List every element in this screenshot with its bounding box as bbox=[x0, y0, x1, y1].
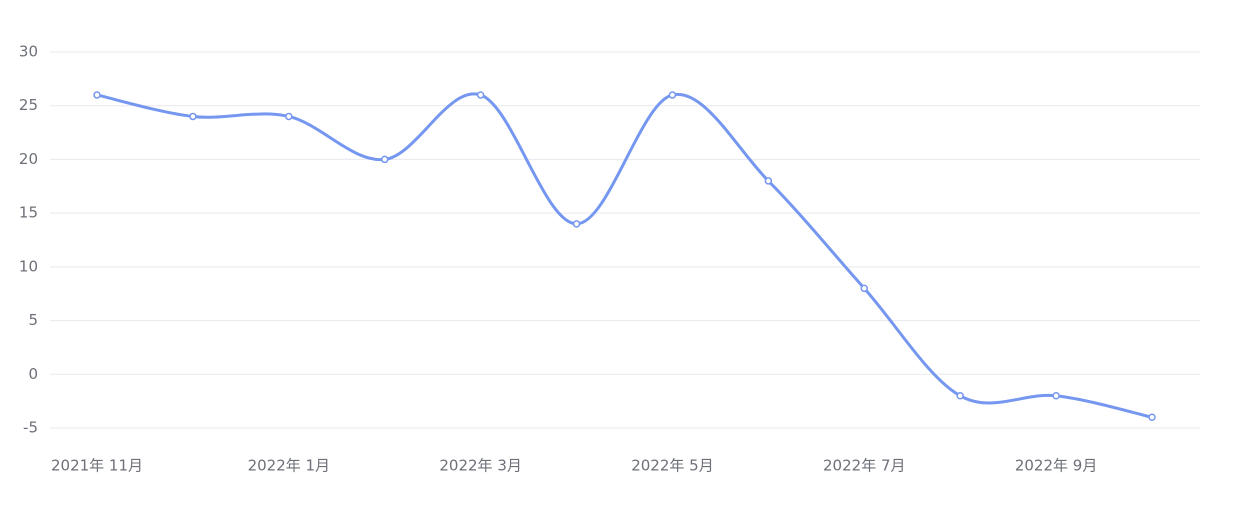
y-tick-label: 20 bbox=[19, 150, 38, 168]
y-tick-label: 0 bbox=[28, 365, 38, 383]
x-tick-label: 2022年 3月 bbox=[439, 457, 522, 475]
point bbox=[380, 155, 389, 164]
x-tick-label: 2021年 11月 bbox=[51, 457, 143, 475]
point bbox=[860, 284, 869, 293]
y-tick-label: 25 bbox=[19, 96, 38, 114]
y-tick-label: 10 bbox=[19, 257, 38, 275]
point bbox=[956, 392, 964, 400]
point bbox=[1052, 392, 1060, 400]
point bbox=[764, 177, 773, 185]
y-tick-label: 30 bbox=[19, 43, 38, 61]
point bbox=[1148, 413, 1156, 422]
y-tick-label: 5 bbox=[28, 311, 38, 329]
y-tick-label: 15 bbox=[19, 204, 38, 222]
x-tick-label: 2022年 1月 bbox=[248, 457, 331, 475]
point bbox=[285, 112, 293, 121]
y-tick-label: -5 bbox=[23, 419, 38, 437]
line bbox=[96, 92, 1153, 419]
x-tick-label: 2022年 7月 bbox=[823, 457, 906, 475]
point bbox=[476, 91, 485, 99]
point bbox=[189, 112, 197, 121]
point bbox=[572, 220, 581, 228]
point bbox=[668, 91, 677, 99]
point bbox=[93, 91, 101, 99]
x-tick-label: 2022年 9月 bbox=[1015, 457, 1098, 475]
x-tick-label: 2022年 5月 bbox=[631, 457, 714, 475]
